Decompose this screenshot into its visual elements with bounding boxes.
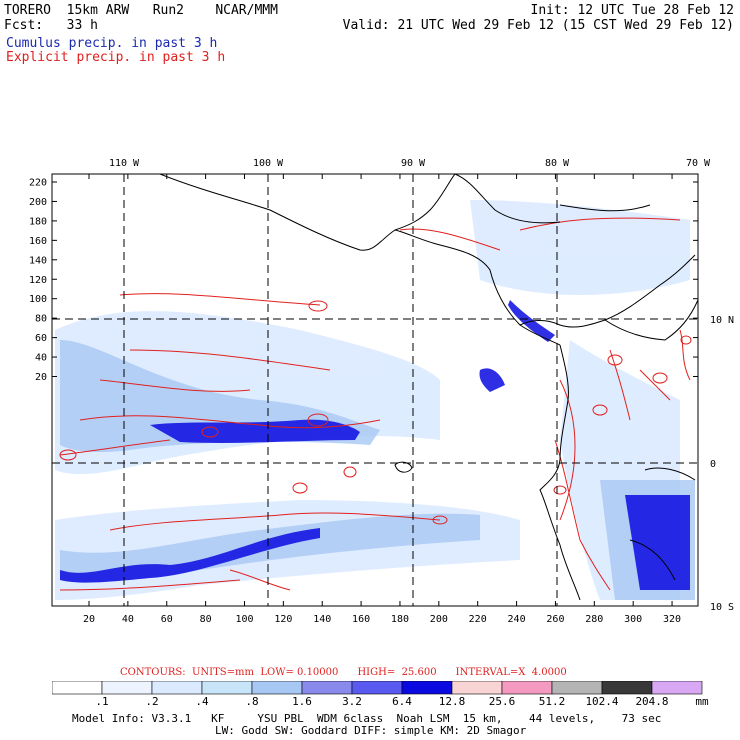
y-tick-label: 40: [35, 353, 47, 364]
y-tick-label: 20: [35, 372, 47, 383]
x-tick-label: 60: [161, 614, 173, 625]
color-bar-label: 102.4: [585, 695, 619, 708]
model-info-line1: Model Info: V3.3.1 KF YSU PBL WDM 6class…: [72, 712, 662, 725]
y-tick-label: 140: [29, 255, 47, 266]
x-tick-label: 140: [313, 614, 331, 625]
axis-tick-labels: 220 200 180 160 140 120 100 80 60 40 20 20 40 60 80 100…: [29, 178, 681, 626]
color-bar-swatch: [451, 681, 503, 695]
color-bar-label: .1: [95, 695, 109, 708]
longitude-label: 80 W: [545, 158, 570, 169]
precip-heavy-band: [60, 300, 690, 590]
color-bar-swatch: [201, 681, 253, 695]
y-tick-label: 120: [29, 275, 47, 286]
contour-info: CONTOURS: UNITS=mm LOW= 0.10000 HIGH= 25…: [120, 667, 567, 678]
longitude-labels: 110 W 100 W 90 W 80 W 70 W 10 N 0 10 S: [109, 158, 734, 613]
cumulus-legend: Cumulus precip. in past 3 h: [6, 36, 218, 51]
x-tick-label: 300: [624, 614, 642, 625]
x-tick-label: 20: [83, 614, 95, 625]
x-tick-label: 280: [585, 614, 603, 625]
color-bar-label: .2: [145, 695, 159, 708]
color-bar-label: 3.2: [342, 695, 362, 708]
color-bar-label: .4: [195, 695, 209, 708]
x-tick-label: 180: [391, 614, 409, 625]
y-tick-label: 200: [29, 197, 47, 208]
y-tick-label: 60: [35, 333, 47, 344]
init-time: Init: 12 UTC Tue 28 Feb 12: [530, 3, 735, 18]
color-bar-swatch: [501, 681, 553, 695]
lat-lon-grid: [52, 174, 698, 606]
axis-ticks: [52, 174, 698, 606]
y-tick-label: 80: [35, 314, 47, 325]
x-tick-label: 100: [235, 614, 253, 625]
color-bar-swatch: [301, 681, 353, 695]
color-bar-swatch: [351, 681, 403, 695]
longitude-label: 70 W: [686, 158, 711, 169]
valid-time: Valid: 21 UTC Wed 29 Feb 12 (15 CST Wed …: [342, 18, 734, 33]
color-bar-label: 25.6: [488, 695, 516, 708]
latitude-label: 10 N: [710, 315, 734, 326]
forecast-hour: Fcst: 33 h: [4, 18, 98, 33]
x-tick-label: 200: [430, 614, 448, 625]
longitude-label: 110 W: [109, 158, 140, 169]
x-tick-label: 220: [469, 614, 487, 625]
x-tick-label: 40: [122, 614, 134, 625]
color-bar-unit: mm: [695, 695, 709, 708]
color-bar-swatch: [601, 681, 653, 695]
x-tick-label: 260: [546, 614, 564, 625]
y-tick-label: 220: [29, 178, 47, 189]
latitude-label: 0: [710, 459, 716, 470]
color-bar-label: 51.2: [538, 695, 566, 708]
color-bar-label: .8: [245, 695, 259, 708]
color-bar-label: 12.8: [438, 695, 466, 708]
color-bar-swatch: [101, 681, 153, 695]
x-tick-label: 120: [274, 614, 292, 625]
color-bar-swatch: [251, 681, 303, 695]
color-bar-swatch: [151, 681, 203, 695]
color-bar: [52, 681, 703, 695]
y-tick-label: 160: [29, 236, 47, 247]
x-tick-label: 80: [200, 614, 212, 625]
longitude-label: 90 W: [401, 158, 426, 169]
y-tick-label: 100: [29, 294, 47, 305]
y-tick-label: 180: [29, 216, 47, 227]
color-bar-label: 204.8: [635, 695, 669, 708]
color-bar-swatch: [401, 681, 453, 695]
longitude-label: 100 W: [253, 158, 284, 169]
x-tick-label: 240: [508, 614, 526, 625]
coastline: [159, 174, 698, 601]
color-bar-label: 1.6: [292, 695, 312, 708]
model-title: TORERO 15km ARW Run2 NCAR/MMM: [4, 3, 278, 18]
x-tick-label: 160: [352, 614, 370, 625]
color-bar-swatch: [651, 681, 703, 695]
explicit-legend: Explicit precip. in past 3 h: [6, 50, 226, 65]
color-bar-label: 6.4: [392, 695, 412, 708]
x-tick-label: 320: [663, 614, 681, 625]
color-bar-swatch: [52, 681, 103, 695]
latitude-label: 10 S: [710, 602, 734, 613]
explicit-precip-contours: [59, 217, 692, 591]
color-bar-swatch: [551, 681, 603, 695]
model-info-line2: LW: Godd SW: Goddard DIFF: simple KM: 2D…: [215, 724, 527, 737]
map-frame: [51, 173, 699, 607]
